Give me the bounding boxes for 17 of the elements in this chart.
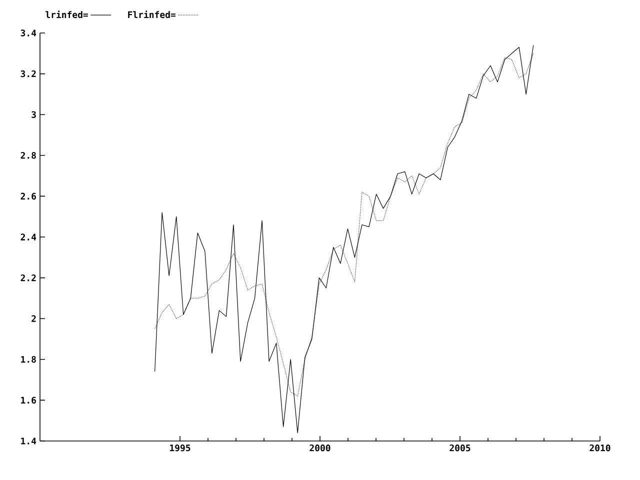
y-tick-label: 3 — [32, 111, 36, 118]
y-tick-label: 3.2 — [20, 70, 36, 78]
y-tick-label: 2.6 — [20, 192, 36, 200]
y-tick-label: 2 — [32, 315, 36, 322]
y-tick-label: 2.4 — [20, 234, 36, 240]
x-tick-label: 2010 — [590, 444, 610, 452]
y-tick-label: 1.6 — [21, 396, 36, 404]
y-tick-label: 2.2 — [20, 274, 36, 282]
y-tick-label: 2.8 — [20, 152, 36, 159]
x-tick-label: 2000 — [310, 444, 330, 452]
y-tick-label: 1.8 — [21, 356, 36, 363]
x-tick-label: 1995 — [170, 444, 190, 452]
x-tick-label: 2005 — [450, 444, 470, 452]
legend-label: lrinfed= — [46, 10, 88, 18]
legend-label: Flrinfed= — [128, 10, 176, 18]
y-tick-label: 1.4 — [21, 438, 36, 444]
y-tick-label: 3.4 — [20, 30, 36, 36]
